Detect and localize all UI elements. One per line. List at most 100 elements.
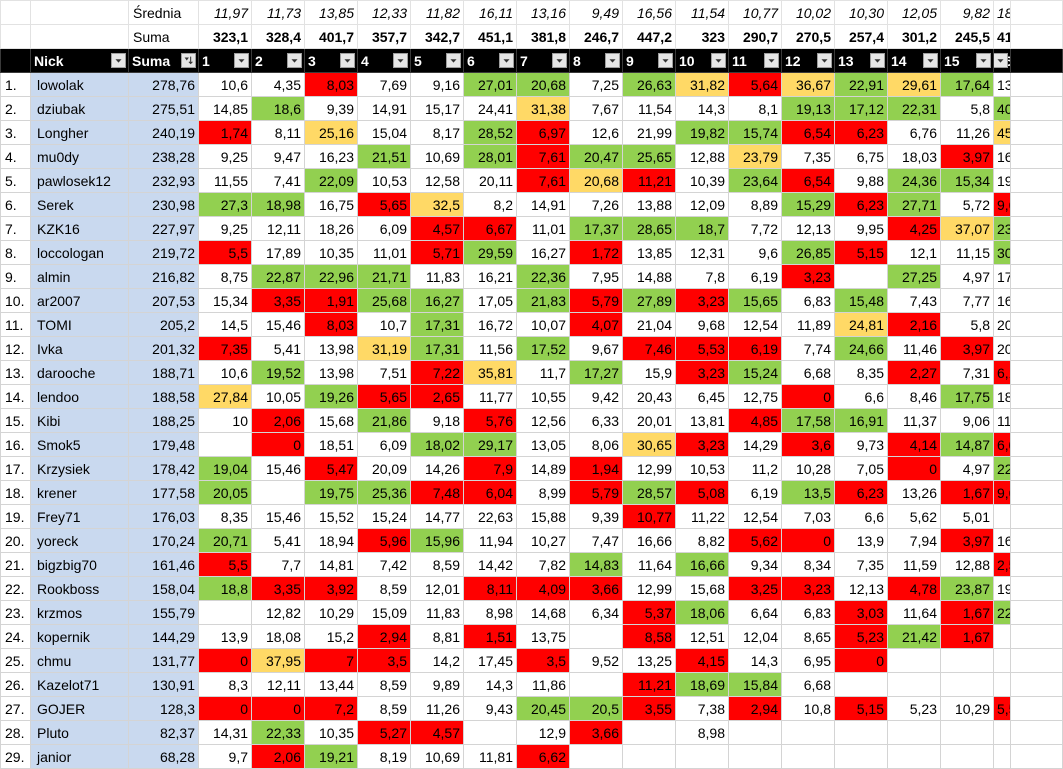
score-cell[interactable]: 4,57 xyxy=(410,216,464,241)
score-cell[interactable]: 28,57 xyxy=(622,480,676,505)
nick-cell[interactable]: yoreck xyxy=(30,528,129,553)
score-cell[interactable]: 0 xyxy=(198,696,252,721)
score-cell[interactable]: 8,59 xyxy=(357,672,411,697)
rank-cell[interactable]: 4. xyxy=(0,144,31,169)
score-cell[interactable]: 8,82 xyxy=(675,528,729,553)
score-cell[interactable]: 3,23 xyxy=(781,576,835,601)
score-cell[interactable]: 7,74 xyxy=(781,336,835,361)
score-cell[interactable]: 5,71 xyxy=(410,240,464,265)
score-cell[interactable]: 11,21 xyxy=(622,672,676,697)
rank-cell[interactable]: 16. xyxy=(0,432,31,457)
score-cell[interactable]: 13,81 xyxy=(675,408,729,433)
score-cell[interactable]: 12,11 xyxy=(251,216,305,241)
suma-cell[interactable]: 188,25 xyxy=(128,408,199,433)
score-cell[interactable]: 5,8 xyxy=(940,312,994,337)
suma-cell[interactable]: 178,42 xyxy=(128,456,199,481)
score-cell[interactable]: 9,52 xyxy=(569,648,623,673)
score-cell[interactable]: 13,98 xyxy=(304,336,358,361)
score-cell[interactable]: 5,5 xyxy=(198,552,252,577)
score-cell[interactable]: 9,7 xyxy=(198,744,252,769)
score-cell[interactable] xyxy=(198,432,252,457)
suma-cell[interactable]: 230,98 xyxy=(128,192,199,217)
suma-cell[interactable]: 188,58 xyxy=(128,384,199,409)
score-cell[interactable] xyxy=(728,744,782,769)
rank-cell[interactable]: 25. xyxy=(0,648,31,673)
score-cell[interactable]: 18,8 xyxy=(198,576,252,601)
score-cell[interactable]: 2,57 xyxy=(993,552,1011,577)
score-cell[interactable]: 16,67 xyxy=(993,528,1011,553)
score-cell[interactable]: 30,67 xyxy=(993,240,1011,265)
nick-cell[interactable]: Frey71 xyxy=(30,504,129,529)
nick-cell[interactable]: kopernik xyxy=(30,624,129,649)
score-cell[interactable]: 10,27 xyxy=(516,528,570,553)
score-cell[interactable]: 7,41 xyxy=(251,168,305,193)
score-cell[interactable] xyxy=(940,720,994,745)
score-cell[interactable]: 15,96 xyxy=(410,528,464,553)
score-cell[interactable]: 8,3 xyxy=(198,672,252,697)
score-cell[interactable]: 8,2 xyxy=(463,192,517,217)
score-cell[interactable]: 7,42 xyxy=(357,552,411,577)
nick-cell[interactable]: lendoo xyxy=(30,384,129,409)
score-cell[interactable]: 7,35 xyxy=(834,552,888,577)
suma-cell[interactable]: 278,76 xyxy=(128,72,199,97)
score-cell[interactable]: 19,58 xyxy=(993,576,1011,601)
score-cell[interactable]: 3,5 xyxy=(516,648,570,673)
score-cell[interactable]: 0 xyxy=(887,456,941,481)
score-cell[interactable]: 21,51 xyxy=(357,144,411,169)
score-cell[interactable]: 45,54 xyxy=(993,120,1011,145)
score-cell[interactable]: 9,62 xyxy=(993,192,1011,217)
score-cell[interactable]: 12,56 xyxy=(516,408,570,433)
score-cell[interactable]: 7 xyxy=(304,648,358,673)
rank-cell[interactable]: 20. xyxy=(0,528,31,553)
score-cell[interactable]: 11,94 xyxy=(463,528,517,553)
score-cell[interactable]: 10,6 xyxy=(198,360,252,385)
score-cell[interactable]: 9,68 xyxy=(675,312,729,337)
score-cell[interactable]: 7,82 xyxy=(516,552,570,577)
score-cell[interactable] xyxy=(834,744,888,769)
score-cell[interactable]: 2,16 xyxy=(887,312,941,337)
score-cell[interactable]: 7,94 xyxy=(887,528,941,553)
score-cell[interactable]: 14,85 xyxy=(198,96,252,121)
score-cell[interactable]: 29,59 xyxy=(463,240,517,265)
score-cell[interactable]: 6,12 xyxy=(993,360,1011,385)
score-cell[interactable]: 16,03 xyxy=(993,288,1011,313)
score-cell[interactable]: 9,88 xyxy=(834,168,888,193)
score-cell[interactable]: 22,36 xyxy=(516,264,570,289)
suma-cell[interactable]: 219,72 xyxy=(128,240,199,265)
score-cell[interactable]: 8,59 xyxy=(357,576,411,601)
rank-cell[interactable]: 12. xyxy=(0,336,31,361)
score-cell[interactable]: 20,09 xyxy=(357,456,411,481)
score-cell[interactable]: 6,6 xyxy=(834,384,888,409)
score-cell[interactable]: 10,05 xyxy=(251,384,305,409)
score-cell[interactable]: 23,87 xyxy=(940,576,994,601)
score-cell[interactable]: 16,91 xyxy=(834,408,888,433)
score-cell[interactable]: 20,47 xyxy=(569,144,623,169)
score-cell[interactable]: 7,03 xyxy=(781,504,835,529)
score-cell[interactable]: 22,87 xyxy=(251,264,305,289)
score-cell[interactable]: 16,27 xyxy=(516,240,570,265)
score-cell[interactable]: 5,23 xyxy=(887,696,941,721)
rank-cell[interactable]: 29. xyxy=(0,744,31,769)
nick-cell[interactable]: bigzbig70 xyxy=(30,552,129,577)
score-cell[interactable]: 28,52 xyxy=(463,120,517,145)
score-cell[interactable]: 10,29 xyxy=(304,600,358,625)
score-cell[interactable]: 25,36 xyxy=(357,480,411,505)
rank-cell[interactable]: 8. xyxy=(0,240,31,265)
score-cell[interactable]: 17,45 xyxy=(463,648,517,673)
rank-cell[interactable]: 15. xyxy=(0,408,31,433)
score-cell[interactable]: 9,6 xyxy=(728,240,782,265)
round-4-filter-button[interactable] xyxy=(393,53,408,68)
score-cell[interactable]: 5,62 xyxy=(887,504,941,529)
score-cell[interactable]: 10,55 xyxy=(516,384,570,409)
score-cell[interactable]: 5,37 xyxy=(622,600,676,625)
score-cell[interactable]: 12,31 xyxy=(675,240,729,265)
score-cell[interactable]: 21,86 xyxy=(357,408,411,433)
score-cell[interactable]: 12,11 xyxy=(251,672,305,697)
score-cell[interactable] xyxy=(993,744,1011,769)
score-cell[interactable]: 17,89 xyxy=(251,240,305,265)
score-cell[interactable]: 16,66 xyxy=(622,528,676,553)
score-cell[interactable]: 11,26 xyxy=(940,120,994,145)
score-cell[interactable]: 29,61 xyxy=(887,72,941,97)
score-cell[interactable]: 6,23 xyxy=(834,480,888,505)
score-cell[interactable]: 15,46 xyxy=(251,456,305,481)
